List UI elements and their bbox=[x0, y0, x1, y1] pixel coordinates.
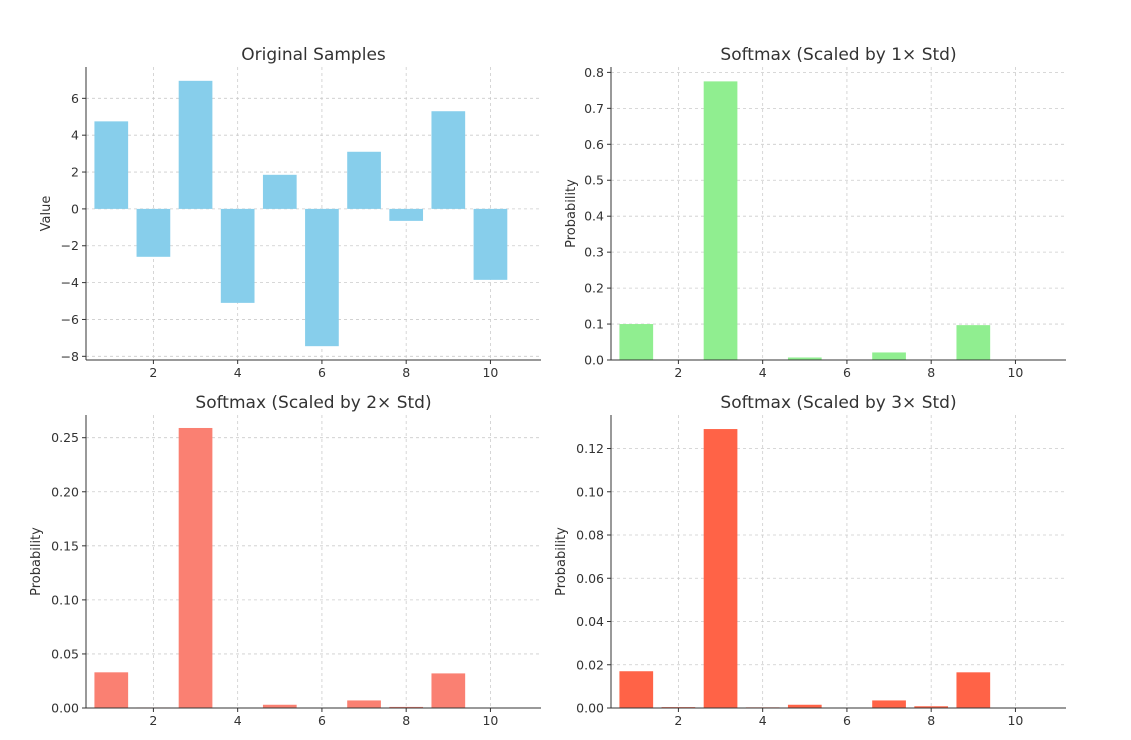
bar-10 bbox=[473, 208, 508, 280]
x-tick-label: 6 bbox=[843, 365, 851, 380]
bar-9 bbox=[956, 325, 991, 360]
x-tick-label: 2 bbox=[149, 713, 157, 728]
y-tick-label: 0.5 bbox=[584, 173, 604, 188]
y-axis-label: Probability bbox=[554, 527, 569, 596]
y-tick-label: 0 bbox=[71, 201, 79, 216]
y-tick-label: 0.20 bbox=[51, 484, 79, 499]
bar-7 bbox=[872, 352, 906, 360]
chart-title: Softmax (Scaled by 3× Std) bbox=[720, 393, 956, 413]
x-tick-label: 8 bbox=[927, 713, 935, 728]
chart-title: Original Samples bbox=[241, 45, 386, 65]
y-axis-label: Probability bbox=[29, 527, 44, 596]
bar-7 bbox=[347, 700, 381, 708]
bar-9 bbox=[431, 673, 466, 708]
bar-3 bbox=[178, 80, 213, 209]
y-tick-label: 0.4 bbox=[584, 209, 604, 224]
y-tick-label: 0.00 bbox=[51, 701, 79, 716]
bar-4 bbox=[220, 208, 255, 303]
y-tick-label: 6 bbox=[71, 91, 79, 106]
y-tick-label: 0.6 bbox=[584, 137, 604, 152]
y-tick-label: 0.15 bbox=[51, 538, 79, 553]
bar-3 bbox=[178, 427, 213, 708]
x-tick-label: 2 bbox=[674, 713, 682, 728]
y-tick-label: 0.2 bbox=[584, 281, 604, 296]
y-tick-label: 0.06 bbox=[576, 571, 604, 586]
bar-5 bbox=[787, 704, 822, 708]
y-tick-label: 0.7 bbox=[584, 101, 604, 116]
x-tick-label: 6 bbox=[843, 713, 851, 728]
y-tick-label: −4 bbox=[61, 275, 79, 290]
y-tick-label: 0.0 bbox=[584, 353, 604, 368]
x-tick-label: 8 bbox=[402, 365, 410, 380]
x-tick-label: 10 bbox=[482, 713, 498, 728]
bar-8 bbox=[389, 208, 424, 221]
x-tick-label: 8 bbox=[927, 365, 935, 380]
y-tick-label: 0.08 bbox=[576, 528, 604, 543]
chart-title: Softmax (Scaled by 2× Std) bbox=[195, 393, 431, 413]
y-tick-label: 0.25 bbox=[51, 430, 79, 445]
x-tick-label: 10 bbox=[1007, 713, 1023, 728]
bar-7 bbox=[347, 151, 381, 209]
x-tick-label: 6 bbox=[318, 365, 326, 380]
chart-title: Softmax (Scaled by 1× Std) bbox=[720, 45, 956, 65]
bar-1 bbox=[94, 672, 129, 708]
y-tick-label: −2 bbox=[61, 238, 79, 253]
y-tick-label: 0.05 bbox=[51, 646, 79, 661]
bar-1 bbox=[619, 671, 654, 708]
y-tick-label: 0.8 bbox=[584, 65, 604, 80]
y-tick-label: 4 bbox=[71, 128, 79, 143]
y-tick-label: −6 bbox=[61, 312, 79, 327]
chart-panel-3: 2 4 6 8 10 0.00 0.05 0.10 0.15 0.20 0.25 Softmax (S… bbox=[29, 393, 541, 728]
bar-8 bbox=[914, 706, 949, 708]
y-tick-label: 2 bbox=[71, 165, 79, 180]
x-tick-label: 4 bbox=[234, 713, 242, 728]
bar-3 bbox=[703, 81, 738, 360]
x-tick-label: 4 bbox=[759, 365, 767, 380]
x-tick-label: 6 bbox=[318, 713, 326, 728]
bar-9 bbox=[431, 111, 466, 209]
x-tick-label: 2 bbox=[674, 365, 682, 380]
y-tick-label: 0.12 bbox=[576, 441, 604, 456]
y-axis-label: Value bbox=[39, 196, 54, 232]
bar-9 bbox=[956, 672, 991, 708]
bar-2 bbox=[136, 208, 171, 257]
x-tick-label: 4 bbox=[234, 365, 242, 380]
bar-5 bbox=[262, 704, 297, 708]
bar-7 bbox=[872, 700, 906, 708]
y-axis-label: Probability bbox=[564, 179, 579, 248]
chart-panel-2: 2 4 6 8 10 0.0 0.1 0.2 0.3 0.4 0.5 0.6 0.7 0.8 Softmax… bbox=[564, 45, 1066, 380]
y-tick-label: 0.3 bbox=[584, 245, 604, 260]
bar-1 bbox=[619, 324, 654, 360]
bar-5 bbox=[787, 357, 822, 360]
x-tick-label: 2 bbox=[149, 365, 157, 380]
y-tick-label: 0.10 bbox=[576, 484, 604, 499]
y-tick-label: 0.10 bbox=[51, 592, 79, 607]
x-tick-label: 10 bbox=[1007, 365, 1023, 380]
x-tick-label: 4 bbox=[759, 713, 767, 728]
y-tick-label: 0.02 bbox=[576, 657, 604, 672]
bar-8 bbox=[389, 706, 424, 708]
y-tick-label: −8 bbox=[61, 349, 79, 364]
bar-1 bbox=[94, 121, 129, 209]
x-tick-label: 10 bbox=[482, 365, 498, 380]
bar-5 bbox=[262, 174, 297, 209]
y-tick-label: 0.1 bbox=[584, 317, 604, 332]
chart-panel-4: 2 4 6 8 10 0.00 0.02 0.04 0.06 0.08 0.10 0.12 Softma… bbox=[554, 393, 1066, 728]
y-tick-label: 0.04 bbox=[576, 614, 604, 629]
chart-panel-1: 2 4 6 8 10 −8 −6 −4 −2 0 2 4 6 Original Samples Value bbox=[39, 45, 541, 380]
bar-6 bbox=[305, 208, 339, 347]
bar-3 bbox=[703, 429, 738, 708]
x-tick-label: 8 bbox=[402, 713, 410, 728]
y-tick-label: 0.00 bbox=[576, 701, 604, 716]
